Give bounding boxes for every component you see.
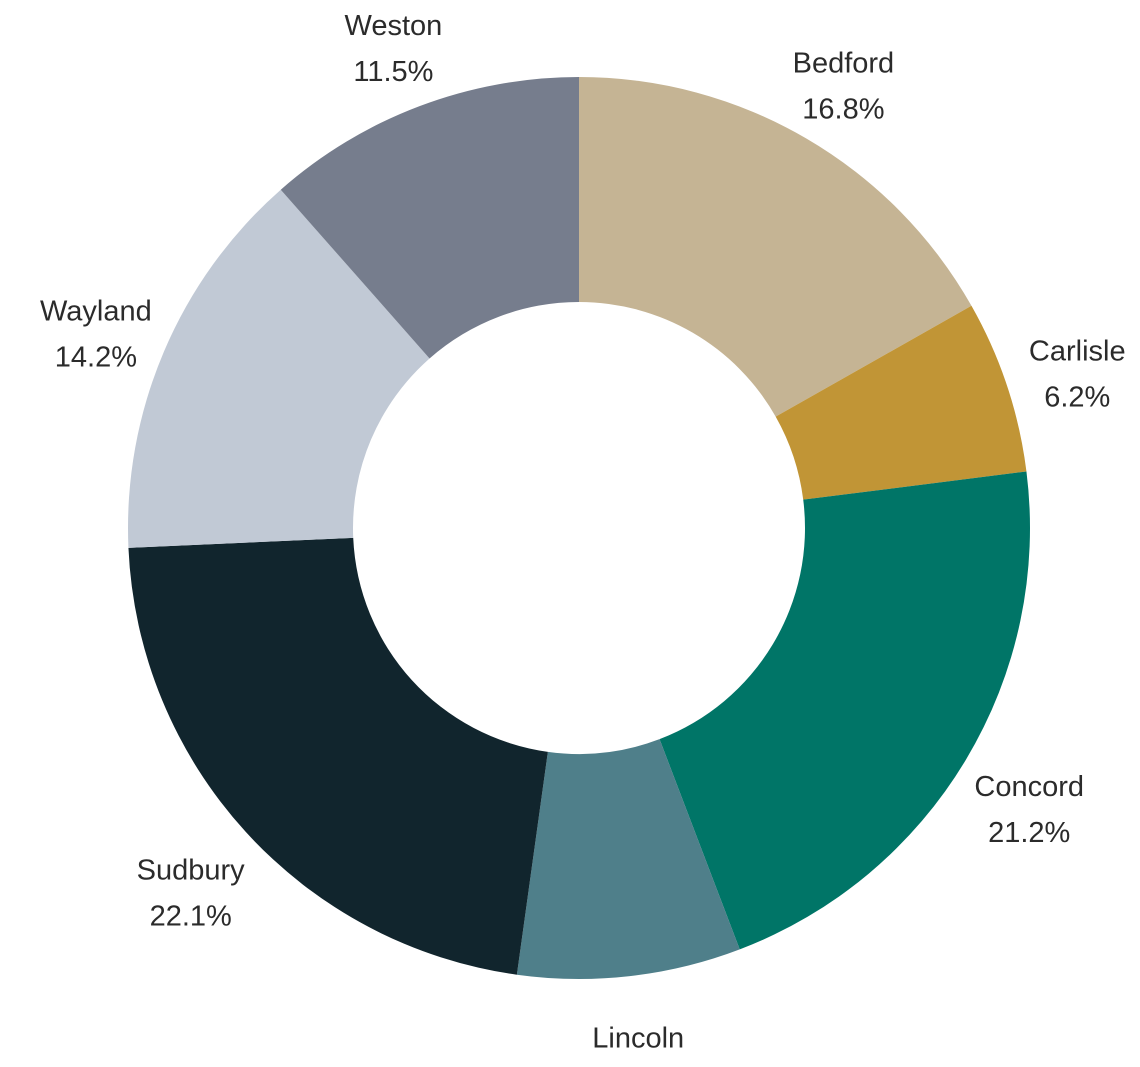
slice-concord <box>659 471 1030 950</box>
donut-slices <box>127 77 1030 979</box>
slice-carlisle <box>775 305 1027 500</box>
slice-percent-carlisle: 6.2% <box>1044 382 1110 414</box>
slice-sudbury <box>128 537 548 975</box>
slice-label-sudbury: Sudbury <box>137 854 246 886</box>
slice-label-wayland: Wayland <box>40 296 152 328</box>
slice-lincoln <box>516 739 740 979</box>
slice-label-lincoln: Lincoln <box>592 1023 684 1055</box>
slice-percent-concord: 21.2% <box>988 817 1070 849</box>
slice-label-weston: Weston <box>345 10 443 42</box>
slice-label-concord: Concord <box>974 771 1084 803</box>
slice-label-carlisle: Carlisle <box>1029 336 1126 368</box>
slice-bedford <box>579 77 972 417</box>
slice-labels: Bedford 16.8% Carlisle 6.2% Concord 21.2% Linc… <box>40 10 1126 1055</box>
slice-percent-sudbury: 22.1% <box>150 900 232 932</box>
slice-percent-wayland: 14.2% <box>55 342 137 374</box>
slice-weston <box>280 77 579 359</box>
slice-wayland <box>127 189 430 548</box>
slice-percent-weston: 11.5% <box>353 56 433 88</box>
slice-label-bedford: Bedford <box>793 47 895 79</box>
slice-percent-bedford: 16.8% <box>802 93 884 125</box>
